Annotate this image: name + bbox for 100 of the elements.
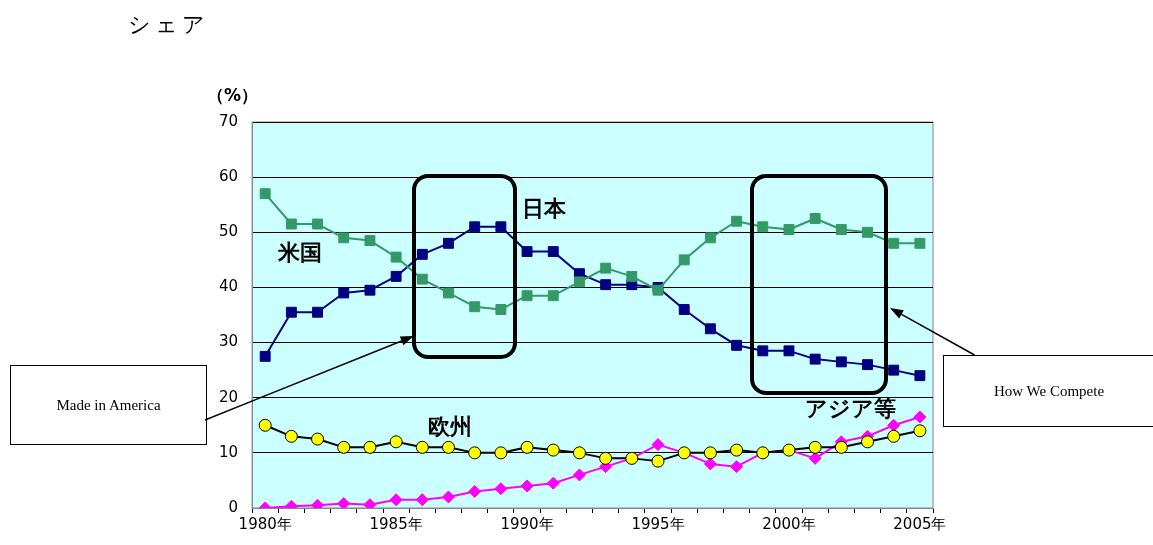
point (259, 350, 271, 362)
point (364, 284, 376, 296)
point (757, 221, 769, 233)
point (651, 438, 665, 452)
point (546, 476, 560, 490)
point (888, 364, 900, 376)
point (913, 424, 927, 438)
point (783, 345, 795, 357)
point (363, 440, 377, 454)
point (678, 254, 690, 266)
y-axis-title: （%） (207, 84, 259, 107)
point (469, 221, 481, 233)
point (547, 290, 559, 302)
point (443, 287, 454, 299)
series-label: 日本 (521, 195, 567, 221)
point (285, 306, 297, 318)
point (495, 304, 507, 315)
x-tick-label: 1995年 (631, 514, 685, 533)
series-label: 米国 (277, 240, 323, 266)
x-tick-label: 1990年 (500, 514, 554, 533)
point (599, 451, 613, 465)
point (574, 276, 585, 288)
point (337, 497, 351, 508)
point (416, 273, 428, 285)
point (600, 279, 612, 291)
series-label: 欧州 (427, 413, 472, 439)
y-tick-label: 70 (218, 111, 239, 130)
point (364, 235, 376, 247)
y-tick-label: 60 (218, 167, 239, 186)
point (572, 468, 586, 482)
point (862, 359, 873, 371)
point (259, 188, 271, 200)
point (546, 443, 560, 457)
point (809, 353, 821, 365)
point (258, 418, 272, 432)
point (626, 270, 638, 282)
point (887, 418, 901, 432)
point (651, 454, 665, 468)
point (861, 435, 875, 449)
point (416, 248, 428, 260)
point (809, 213, 821, 224)
point (703, 446, 717, 460)
point (284, 429, 298, 443)
point (808, 440, 822, 454)
point (887, 429, 901, 443)
x-tick-label: 1980年 (238, 514, 292, 533)
point (312, 218, 324, 230)
point (389, 493, 403, 507)
point (469, 301, 481, 313)
point (390, 270, 402, 282)
point (468, 446, 482, 460)
point (730, 460, 744, 474)
point (835, 224, 847, 235)
point (678, 304, 690, 315)
point (704, 232, 716, 244)
point (834, 440, 848, 454)
point (363, 498, 377, 508)
chart-title: シェア (128, 11, 209, 39)
point (442, 440, 455, 454)
point (913, 410, 927, 424)
point (520, 479, 534, 493)
y-tick-label: 10 (218, 442, 239, 461)
y-tick-label: 40 (218, 277, 239, 296)
point (572, 446, 586, 460)
text: Made in America (10, 365, 207, 445)
point (338, 287, 350, 299)
point (600, 262, 612, 274)
point (547, 246, 559, 258)
point (521, 290, 533, 302)
point (835, 356, 847, 368)
y-tick-label: 0 (228, 497, 239, 516)
point (521, 246, 533, 258)
text: How We Compete (943, 355, 1153, 427)
point (704, 323, 716, 335)
point (520, 440, 534, 454)
point (494, 482, 508, 496)
point (862, 226, 873, 238)
point (390, 251, 402, 263)
y-tick-label: 50 (218, 222, 239, 241)
point (731, 215, 743, 227)
point (495, 221, 507, 233)
point (783, 224, 795, 235)
y-tick-label: 20 (218, 387, 239, 406)
x-tick-label: 2005年 (893, 514, 947, 533)
x-tick-label: 2000年 (762, 514, 816, 533)
point (311, 432, 325, 446)
point (415, 493, 429, 507)
point (888, 237, 900, 249)
series-label: アジア等 (804, 395, 896, 421)
point (808, 451, 822, 465)
point (468, 484, 482, 498)
point (312, 306, 324, 318)
point (914, 237, 926, 249)
point (757, 345, 769, 357)
point (442, 490, 455, 504)
point (730, 443, 744, 457)
point (494, 446, 508, 460)
point (443, 237, 454, 249)
point (415, 440, 429, 454)
point (389, 435, 403, 449)
